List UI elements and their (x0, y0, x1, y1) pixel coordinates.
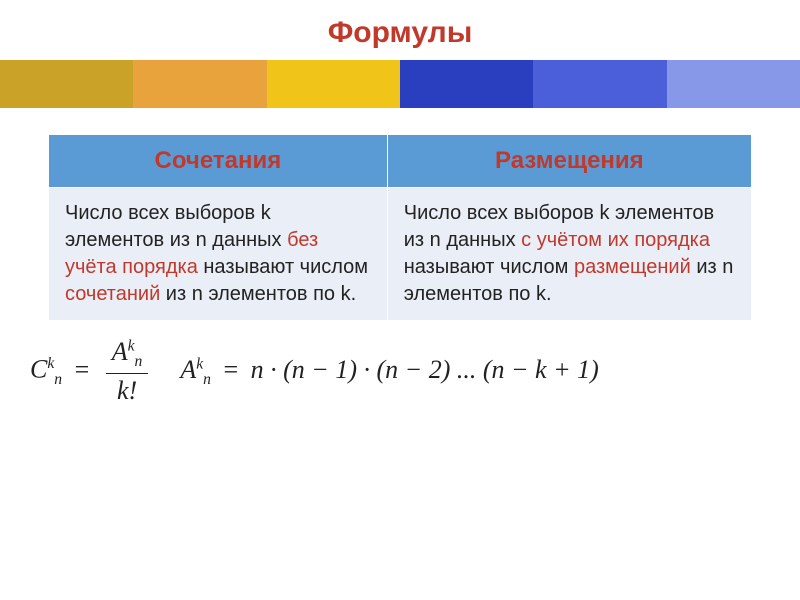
formulas-row: Ckn = Akn k! Akn = n · (n − 1) · (n − 2)… (30, 337, 800, 406)
banner-panel (267, 60, 400, 108)
banner-panel (133, 60, 266, 108)
formula-arrangements: Akn = n · (n − 1) · (n − 2) ... (n − k +… (180, 355, 598, 389)
cell-combinations: Число всех выборов k элементов из n данн… (49, 188, 388, 321)
banner-panel (533, 60, 666, 108)
slide-title: Формулы (0, 0, 800, 60)
formula-combinations: Ckn = Akn k! (30, 337, 152, 406)
decorative-banner (0, 60, 800, 108)
banner-panel (667, 60, 800, 108)
col-header-combinations: Сочетания (49, 135, 388, 188)
banner-panel (400, 60, 533, 108)
table-row: Число всех выборов k элементов из n данн… (49, 188, 752, 321)
col-header-arrangements: Размещения (387, 135, 751, 188)
cell-arrangements: Число всех выборов k элементов из n данн… (387, 188, 751, 321)
definitions-table: Сочетания Размещения Число всех выборов … (48, 134, 752, 321)
table-header-row: Сочетания Размещения (49, 135, 752, 188)
banner-panel (0, 60, 133, 108)
